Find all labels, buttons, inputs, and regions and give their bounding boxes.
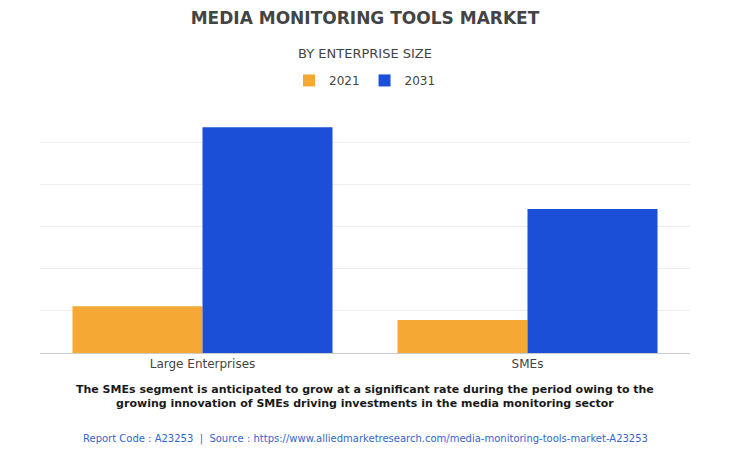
svg-text:2031: 2031 (405, 74, 436, 88)
svg-text:MEDIA MONITORING TOOLS MARKET: MEDIA MONITORING TOOLS MARKET (191, 8, 540, 28)
svg-text:SMEs: SMEs (512, 357, 544, 371)
svg-text:BY ENTERPRISE SIZE: BY ENTERPRISE SIZE (298, 46, 432, 61)
svg-text:Report Code : A23253 | Sourc: Report Code : A23253 | Source : https://… (83, 433, 648, 445)
svg-text:Large Enterprises: Large Enterprises (150, 357, 256, 371)
svg-text:The SMEs segment is anticipate: The SMEs segment is anticipated to grow … (76, 383, 654, 410)
svg-text:2021: 2021 (329, 74, 360, 88)
